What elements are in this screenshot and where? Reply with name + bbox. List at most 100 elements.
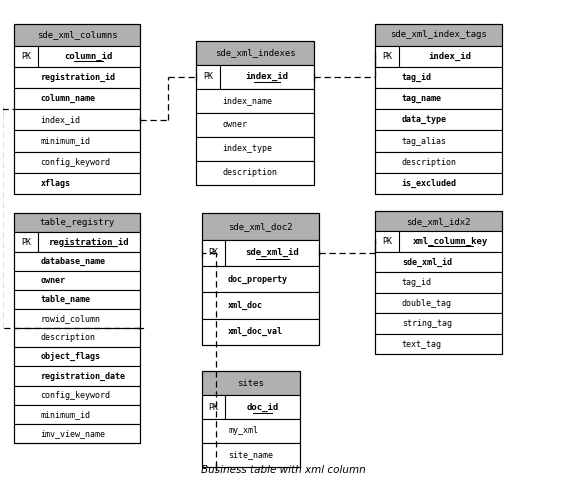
Bar (196, 89, 314, 113)
Text: description: description (222, 168, 277, 177)
Text: tag_name: tag_name (402, 94, 442, 103)
Text: owner: owner (222, 121, 247, 129)
Bar (14, 213, 140, 232)
Bar (201, 371, 300, 395)
Bar (375, 314, 501, 334)
Text: column_name: column_name (40, 94, 95, 103)
Bar (14, 405, 140, 424)
Text: xflags: xflags (40, 179, 70, 188)
Bar (375, 24, 501, 45)
Bar (375, 109, 501, 131)
Bar (375, 211, 501, 354)
Bar (196, 137, 314, 161)
Text: index_id: index_id (245, 73, 288, 81)
Text: sde_xml_index_tags: sde_xml_index_tags (390, 30, 487, 39)
Bar (201, 419, 300, 443)
Text: site_name: site_name (228, 451, 273, 459)
Text: text_tag: text_tag (402, 340, 442, 348)
Bar (201, 213, 319, 345)
Text: PK: PK (21, 238, 31, 246)
Text: doc_id: doc_id (246, 403, 278, 411)
Bar (201, 292, 319, 318)
Bar (14, 424, 140, 443)
Bar (14, 252, 140, 271)
Bar (375, 211, 501, 231)
Text: index_id: index_id (429, 52, 472, 60)
Bar (375, 151, 501, 173)
Text: PK: PK (382, 237, 392, 246)
Text: table_registry: table_registry (40, 218, 115, 227)
Bar (14, 151, 140, 173)
Text: sde_xml_indexes: sde_xml_indexes (215, 48, 295, 58)
Bar (375, 293, 501, 314)
Text: description: description (40, 333, 95, 342)
Text: PK: PK (382, 52, 392, 60)
Text: owner: owner (40, 276, 65, 285)
Text: double_tag: double_tag (402, 299, 452, 308)
Bar (14, 328, 140, 347)
Bar (196, 41, 314, 184)
Text: xml_doc_val: xml_doc_val (228, 327, 283, 336)
Text: Business table with xml column: Business table with xml column (200, 466, 366, 475)
Bar (375, 45, 501, 67)
Bar (14, 232, 140, 252)
Bar (14, 271, 140, 290)
Text: sde_xml_idx2: sde_xml_idx2 (406, 217, 471, 226)
Text: sde_xml_id: sde_xml_id (402, 257, 452, 267)
Bar (375, 272, 501, 293)
Text: registration_date: registration_date (40, 371, 125, 380)
Text: sites: sites (237, 378, 264, 388)
Bar (201, 266, 319, 292)
Bar (14, 24, 140, 194)
Bar (201, 395, 300, 419)
Text: registration_id: registration_id (40, 73, 115, 82)
Text: rowid_column: rowid_column (40, 314, 100, 323)
Bar (375, 67, 501, 88)
Text: tag_alias: tag_alias (402, 136, 447, 146)
Text: column_id: column_id (65, 52, 113, 60)
Bar (375, 131, 501, 151)
Text: sde_xml_id: sde_xml_id (246, 248, 299, 257)
Text: sde_xml_doc2: sde_xml_doc2 (228, 222, 293, 231)
Text: PK: PK (21, 52, 31, 60)
Bar (375, 334, 501, 354)
Bar (14, 290, 140, 309)
Bar (375, 231, 501, 252)
Bar (375, 173, 501, 194)
Bar (201, 213, 319, 240)
Text: database_name: database_name (40, 257, 105, 266)
Bar (201, 371, 300, 467)
Bar (375, 24, 501, 194)
Text: index_id: index_id (40, 115, 80, 124)
Bar (196, 113, 314, 137)
Text: index_name: index_name (222, 96, 272, 106)
Bar (375, 252, 501, 272)
Bar (375, 88, 501, 109)
Text: object_flags: object_flags (40, 352, 100, 362)
Text: minimum_id: minimum_id (40, 136, 91, 146)
Text: minimum_id: minimum_id (40, 410, 91, 419)
Text: PK: PK (208, 403, 218, 411)
Bar (14, 309, 140, 328)
Bar (196, 41, 314, 65)
Text: registration_id: registration_id (49, 238, 129, 246)
Text: table_name: table_name (40, 295, 91, 304)
Text: tag_id: tag_id (402, 73, 432, 82)
Bar (14, 67, 140, 88)
Bar (14, 109, 140, 131)
Bar (14, 24, 140, 45)
Bar (14, 131, 140, 151)
Bar (201, 443, 300, 467)
Text: PK: PK (203, 73, 213, 81)
Text: my_xml: my_xml (228, 426, 258, 436)
Bar (14, 45, 140, 67)
Text: doc_property: doc_property (228, 274, 288, 284)
Text: config_keyword: config_keyword (40, 158, 110, 167)
Text: xml_doc: xml_doc (228, 301, 263, 310)
Text: sde_xml_columns: sde_xml_columns (37, 30, 117, 39)
Bar (14, 366, 140, 386)
Bar (201, 318, 319, 345)
Bar (196, 65, 314, 89)
Text: config_keyword: config_keyword (40, 391, 110, 400)
Text: xml_column_key: xml_column_key (413, 237, 488, 246)
